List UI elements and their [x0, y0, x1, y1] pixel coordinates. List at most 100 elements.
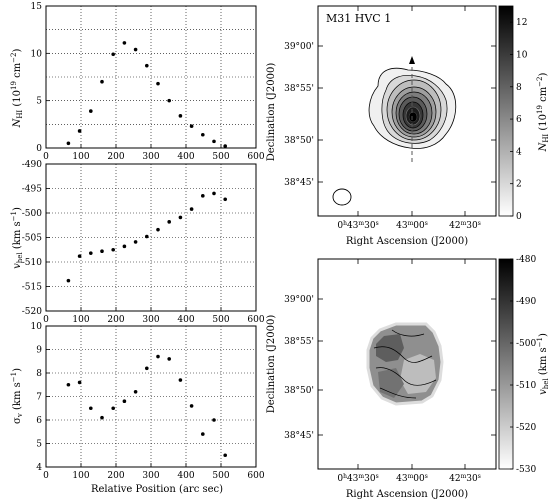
nhi-point-7: [145, 63, 149, 68]
map1-xtick-2: 42m30s: [449, 220, 481, 231]
velocity-contour-2: [375, 367, 437, 386]
velocity-point-0: [66, 278, 71, 283]
nhi-point-11: [189, 124, 194, 129]
dispersion-point-10: [178, 378, 183, 382]
velocity-point-13: [212, 191, 216, 196]
nhi-xtick-4: 400: [177, 152, 194, 162]
map1-emission: [368, 67, 457, 149]
map2-xtick-2: 42m30s: [449, 473, 481, 484]
nhi-point-10: [178, 114, 183, 118]
velocity-point-3: [100, 249, 104, 254]
velocity-contour-3: [379, 387, 417, 399]
nhi-profile-plot: 0 100 200 300 400 500 600 0 5 10 15: [31, 2, 265, 162]
nhi-xtick-0: 0: [43, 152, 49, 162]
map1-ytick-3: 38°45': [284, 178, 314, 188]
dispersion-point-14: [223, 453, 227, 458]
nhi-point-8: [156, 81, 160, 86]
dispersion-point-12: [201, 432, 205, 436]
dispersion-point-1: [77, 380, 82, 385]
velocity-point-14: [223, 197, 227, 202]
contour-9: [408, 111, 418, 123]
velocity-edge: [366, 322, 444, 406]
dispersion-xtick-6: 600: [247, 471, 264, 481]
map1-ytick-2: 38°50': [284, 136, 314, 146]
velocity-point-5: [122, 244, 127, 249]
column-density-map: M31 HVC 1 39°00' 38°55' 38°50' 38°45' 0h…: [266, 5, 550, 247]
map1-cb-tick-6: 12: [516, 18, 527, 28]
slice-arrow-icon: [409, 56, 415, 64]
dispersion-point-7: [145, 366, 149, 371]
velocity-point-9: [167, 220, 171, 224]
map1-colorbar: [498, 5, 514, 217]
map1-panel-label: M31 HVC 1: [326, 12, 391, 25]
map1-cb-tick-5: 10: [516, 50, 528, 60]
map1-ytick-0: 39°00': [284, 42, 314, 52]
map1-ticks: [318, 6, 496, 216]
map1-cb-tick-0: 0: [516, 212, 522, 222]
map2-xtick-0: 0h43m30s: [337, 473, 378, 484]
dispersion-point-9: [167, 357, 171, 361]
velocity-contour-4: [391, 329, 425, 337]
nhi-xtick-5: 500: [212, 152, 229, 162]
nhi-point-3: [100, 79, 104, 84]
nhi-point-1: [77, 129, 82, 133]
map1-cb-tick-1: 2: [516, 180, 522, 190]
dispersion-point-6: [133, 390, 138, 394]
map2-xlabel: Right Ascension (J2000): [346, 489, 468, 500]
map2-ytick-1: 38°55': [284, 337, 314, 347]
dispersion-xtick-4: 400: [177, 471, 194, 481]
dispersion-xtick-0: 0: [43, 471, 49, 481]
nhi-ytick-0: 0: [36, 144, 42, 154]
nhi-point-14: [223, 144, 227, 148]
map2-ytick-3: 38°45': [284, 431, 314, 441]
velocity-ytick-2: -500: [22, 209, 42, 219]
map2-cb-tick-1: -490: [516, 297, 536, 307]
nhi-xtick-2: 200: [107, 152, 124, 162]
dispersion-point-8: [156, 354, 160, 359]
velocity-point-6: [133, 240, 138, 244]
nhi-point-4: [111, 52, 115, 57]
dispersion-profile-ylabel: σv (km s−1): [10, 368, 24, 424]
velocity-point-12: [201, 194, 205, 198]
map2-cb-tick-3: -510: [516, 381, 536, 391]
map2-colorbar-ticks: -480 -490 -500 -510 -520 -530: [510, 255, 536, 475]
velocity-ytick-6: -520: [22, 307, 42, 317]
velocity-profile-ylabel: vhel (km s−1): [10, 207, 24, 269]
map1-ytick-1: 38°55': [284, 84, 314, 94]
dispersion-ytick-3: 7: [36, 393, 42, 403]
dispersion-point-5: [122, 399, 127, 404]
velocity-point-4: [111, 247, 115, 252]
velocity-ytick-1: -495: [22, 185, 42, 195]
nhi-point-12: [201, 132, 205, 137]
dispersion-point-4: [111, 406, 115, 411]
velocity-field-map: 39°00' 38°55' 38°50' 38°45' 0h43m30s 43m…: [266, 255, 550, 500]
nhi-xtick-6: 600: [247, 152, 264, 162]
nhi-xtick-1: 100: [72, 152, 89, 162]
map2-ytick-0: 39°00': [284, 295, 314, 305]
nhi-ytick-3: 15: [31, 2, 43, 12]
velocity-profile-plot: 0 100 200 300 400 500 600 -490 -495 -500 -505 -510 -…: [22, 160, 265, 325]
map2-cb-tick-5: -530: [516, 465, 536, 475]
map2-colorbar-label: vhel (km s−1): [536, 333, 550, 395]
velocity-xtick-4: 400: [177, 315, 194, 325]
map2-ticks: [318, 259, 496, 469]
velocity-ytick-4: -510: [22, 258, 42, 268]
dispersion-xtick-3: 300: [142, 471, 159, 481]
nhi-ytick-2: 10: [31, 49, 43, 59]
dispersion-profile-plot: 0 100 200 300 400 500 600 4 5 6 7 8 9 10: [31, 322, 265, 481]
velocity-xtick-2: 200: [107, 315, 124, 325]
velocity-point-8: [156, 227, 160, 232]
map2-cb-tick-2: -500: [516, 339, 536, 349]
velocity-region-mid: [378, 368, 404, 398]
velocity-xtick-0: 0: [43, 315, 49, 325]
map2-xtick-1: 43m00s: [396, 473, 428, 484]
velocity-point-11: [189, 207, 194, 211]
dispersion-point-0: [66, 382, 71, 387]
nhi-point-9: [167, 98, 171, 103]
dispersion-xtick-2: 200: [107, 471, 124, 481]
velocity-ytick-0: -490: [22, 160, 42, 170]
velocity-xtick-1: 100: [72, 315, 89, 325]
dispersion-ytick-2: 6: [36, 416, 42, 426]
map2-cb-tick-0: -480: [516, 255, 536, 265]
